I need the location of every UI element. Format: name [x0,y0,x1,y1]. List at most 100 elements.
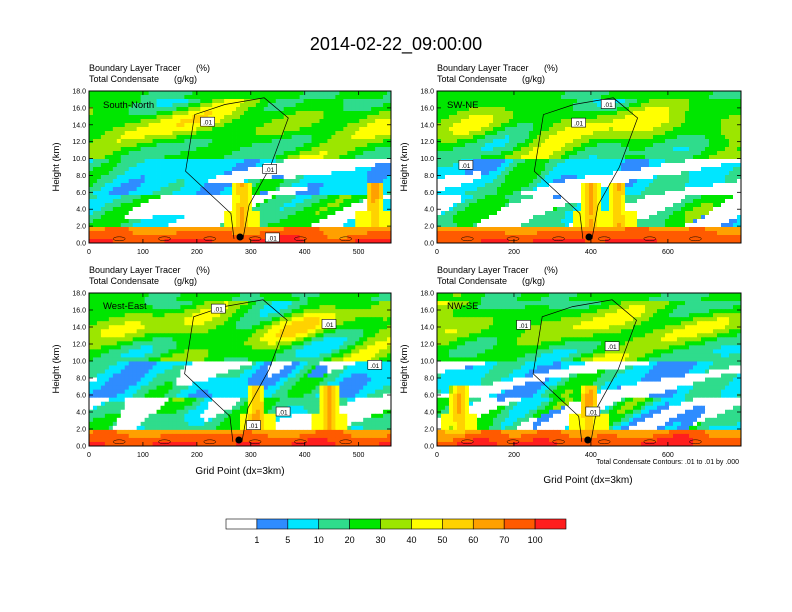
field-cell [152,135,157,140]
field-cell [693,163,698,168]
field-cell [689,111,694,116]
field-cell [240,155,245,160]
field-cell [473,167,478,172]
field-cell [733,159,738,164]
field-cell [96,143,102,148]
field-cell [351,183,356,188]
field-cell [176,195,181,200]
field-cell [116,139,122,144]
field-cell [240,203,245,208]
field-cell [319,223,324,228]
field-cell [192,203,197,208]
field-cell [339,231,344,236]
field-cell [513,95,518,100]
field-cell [387,183,391,188]
field-cell [140,147,146,152]
field-cell [279,219,285,224]
field-cell [315,179,320,184]
field-cell [497,131,502,136]
field-cell [275,171,281,176]
field-cell [164,119,169,124]
field-cell [327,167,332,172]
field-cell [112,107,118,112]
field-cell [473,159,478,164]
field-cell [641,103,646,108]
field-cell [228,227,233,232]
field-cell [445,147,450,152]
field-cell [453,179,458,184]
field-cell [224,123,229,128]
field-cell [251,231,257,236]
field-cell [323,159,328,164]
field-cell [355,143,360,148]
field-cell [629,179,634,184]
field-cell [541,155,546,160]
field-cell [375,131,380,136]
field-cell [593,107,598,112]
field-cell [236,167,241,172]
field-cell [232,139,237,144]
field-cell [477,183,482,188]
field-cell [168,107,173,112]
field-cell [577,147,582,152]
field-cell [569,91,574,96]
field-cell [116,191,122,196]
field-cell [132,123,138,128]
field-cell [168,91,173,96]
field-cell [477,151,482,156]
field-cell [585,167,590,172]
field-cell [200,223,205,228]
field-cell [164,239,169,243]
field-cell [240,127,245,132]
field-cell [449,175,454,180]
field-cell [661,91,666,96]
field-cell [573,191,578,196]
field-cell [371,111,376,116]
field-cell [359,119,364,124]
field-cell [212,127,217,132]
field-cell [287,139,293,144]
field-cell [216,163,221,168]
field-cell [493,155,498,160]
field-cell [176,119,181,124]
field-cell [172,219,177,224]
field-cell [232,163,237,168]
field-cell [152,91,157,96]
field-cell [449,139,454,144]
field-cell [509,159,514,164]
field-cell [192,127,197,132]
field-cell [375,179,380,184]
field-cell [100,127,106,132]
field-cell [108,219,114,224]
field-cell [315,147,320,152]
field-cell [557,115,562,120]
field-cell [315,215,320,220]
field-cell [577,91,582,96]
field-cell [315,231,320,236]
field-cell [653,151,658,156]
field-cell [283,195,289,200]
field-cell [457,95,462,100]
field-cell [180,223,185,228]
field-cell [108,187,114,192]
field-cell [613,143,618,148]
field-cell [657,155,662,160]
field-cell [537,131,542,136]
field-cell [529,99,534,104]
field-cell [243,235,249,240]
field-cell [497,187,502,192]
field-cell [335,115,340,120]
field-cell [192,159,197,164]
field-cell [100,115,106,120]
field-cell [641,115,646,120]
field-cell [291,187,297,192]
field-cell [184,231,189,236]
field-cell [319,103,324,108]
field-cell [681,163,686,168]
field-cell [645,183,650,188]
field-cell [247,131,253,136]
field-cell [307,231,312,236]
field-cell [653,183,658,188]
field-cell [299,163,304,168]
field-cell [493,147,498,152]
